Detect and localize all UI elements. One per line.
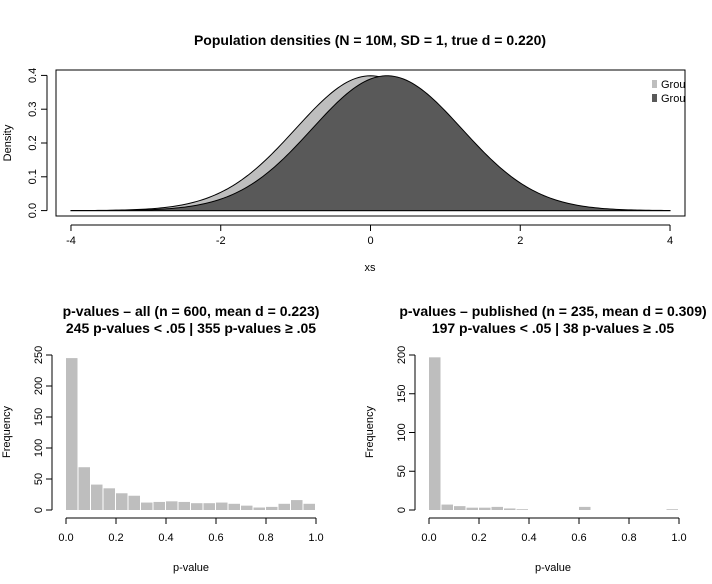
histogram-all-x-tick-label: 1.0 [308,532,323,544]
histogram-all-title-line1: p-values – all (n = 600, mean d = 0.223) [63,303,320,319]
histogram-all-bar [91,484,103,510]
histogram-published-bar [454,506,466,510]
histogram-published-bar [466,507,478,510]
histogram-all-bar [266,506,278,510]
histogram-published-x-tick-label: 0.8 [621,532,636,544]
histogram-all-x-tick-label: 0.6 [208,532,223,544]
histogram-published-x-tick-label: 0.2 [471,532,486,544]
histogram-published-title-line2: 197 p-values < .05 | 38 p-values ≥ .05 [432,320,675,336]
histogram-all-y-tick-label: 250 [33,346,45,364]
histogram-published-y-tick-label: 150 [396,385,408,403]
density-y-axis-label: Density [2,124,14,161]
histogram-all-bar [116,493,128,510]
histogram-all-bar [141,502,153,510]
histogram-all-bar [278,503,290,510]
density-curve-2 [70,75,671,212]
histogram-published-bar [479,507,491,510]
histogram-all-bar [128,495,140,510]
histogram-all-bar [166,501,178,510]
histogram-all-bar [303,503,315,510]
histogram-all-bar [228,503,240,510]
histogram-all-x-axis-label: p-value [173,562,209,574]
histogram-all-bar [153,501,165,510]
histogram-all-x-tick-label: 0.8 [258,532,273,544]
histogram-published-y-tick-label: 0 [396,507,408,513]
histogram-published-bar [516,509,528,510]
histogram-published-panel: p-values – published (n = 235, mean d = … [364,303,707,574]
histogram-all-bar [78,467,90,510]
histogram-published-y-axis-label: Frequency [364,406,376,458]
legend-swatch-1 [652,80,657,88]
density-legend: Grou Grou [652,79,685,105]
histogram-all-bar [178,501,190,510]
density-y-tick-label: 0.4 [27,68,39,83]
legend-label-2: Grou [661,93,685,105]
histogram-all-x-tick-label: 0.4 [158,532,173,544]
histogram-published-bar [441,504,453,510]
histogram-all-bar [191,503,203,510]
histogram-all-panel: p-values – all (n = 600, mean d = 0.223)… [1,303,324,574]
histogram-published-y-tick-label: 200 [396,346,408,364]
histogram-published-x-tick-label: 0.6 [571,532,586,544]
histogram-all-y-tick-label: 50 [33,473,45,485]
histogram-all-bar [66,358,78,510]
histogram-published-bar [579,506,591,510]
histogram-all-y-axis-label: Frequency [1,406,13,458]
histogram-all-bar [291,500,303,510]
density-x-tick-label: 2 [517,235,523,247]
histogram-all-bar [103,488,115,510]
histogram-all-bar [203,503,215,510]
histogram-published-bar [504,508,516,510]
histogram-all-bar [253,507,265,510]
histogram-published-bar [429,357,441,510]
histogram-all-y-tick-label: 0 [33,507,45,513]
histogram-all-x-tick-label: 0.0 [58,532,73,544]
legend-label-1: Grou [661,79,685,91]
density-y-tick-label: 0.1 [27,169,39,184]
histogram-all-title-line2: 245 p-values < .05 | 355 p-values ≥ .05 [66,320,316,336]
histogram-all-y-tick-label: 100 [33,439,45,457]
histogram-published-x-tick-label: 0.0 [421,532,436,544]
density-x-tick-label: -2 [216,235,226,247]
density-plot-frame [55,69,686,217]
histogram-published-bar [491,506,503,510]
histogram-all-y-tick-label: 200 [33,377,45,395]
histogram-published-title-line1: p-values – published (n = 235, mean d = … [399,303,706,319]
legend-swatch-2 [652,94,657,102]
histogram-published-x-tick-label: 1.0 [671,532,686,544]
histogram-published-x-tick-label: 0.4 [521,532,536,544]
histogram-published-bar [666,509,678,510]
density-panel: Population densities (N = 10M, SD = 1, t… [2,32,686,274]
histogram-all-bar [216,502,228,510]
histogram-published-y-tick-label: 100 [396,423,408,441]
density-x-tick-label: 4 [667,235,673,247]
density-y-tick-label: 0.0 [27,203,39,218]
histogram-all-y-tick-label: 150 [33,408,45,426]
histogram-all-bar [241,505,253,510]
histogram-published-y-tick-label: 50 [396,465,408,477]
density-x-tick-label: 0 [367,235,373,247]
histogram-all-x-tick-label: 0.2 [108,532,123,544]
density-title: Population densities (N = 10M, SD = 1, t… [194,32,546,48]
density-y-tick-label: 0.3 [27,102,39,117]
histogram-published-x-axis-label: p-value [535,562,571,574]
density-x-axis-label: xs [365,262,377,274]
density-x-tick-label: -4 [66,235,76,247]
density-y-tick-label: 0.2 [27,135,39,150]
